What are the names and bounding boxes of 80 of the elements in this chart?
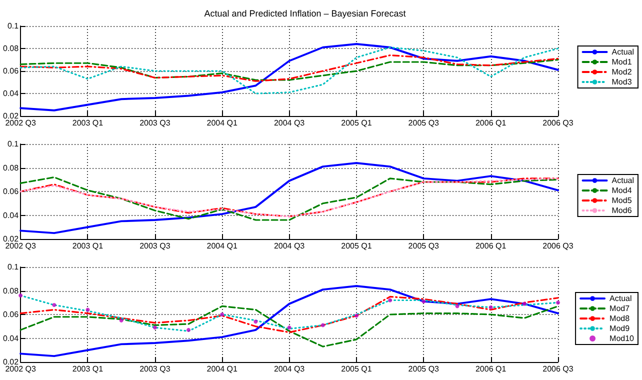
legend-label: Actual xyxy=(610,294,632,303)
line-series xyxy=(20,58,559,81)
point xyxy=(18,294,23,298)
x-tick-label: 2003 Q1 xyxy=(72,242,104,250)
y-tick-label: 0.08 xyxy=(2,44,20,53)
x-tick-label: 2004 Q1 xyxy=(206,242,238,250)
line-series xyxy=(20,54,559,82)
legend-label: Mod10 xyxy=(610,334,635,343)
chart-title: Actual and Predicted Inflation – Bayesian Forecast xyxy=(204,8,406,18)
y-tick-label: 0.04 xyxy=(2,210,20,220)
y-tick-label: 0.06 xyxy=(2,66,20,76)
x-tick-label: 2005 Q3 xyxy=(408,242,440,250)
y-tick-label: 0.08 xyxy=(2,163,20,172)
x-tick-label: 2005 Q3 xyxy=(408,364,440,374)
y-tick-label: 0.1 xyxy=(7,262,20,272)
x-tick-label: 2002 Q3 xyxy=(5,118,36,128)
y-tick-label: 0.04 xyxy=(2,89,20,98)
line-series xyxy=(20,305,559,348)
x-tick-label: 2006 Q3 xyxy=(542,364,574,374)
x-tick-label: 2006 Q1 xyxy=(475,242,507,250)
legend-label: Mod9 xyxy=(610,324,630,333)
x-tick-label: 2006 Q3 xyxy=(542,242,574,250)
point xyxy=(354,314,358,318)
point xyxy=(52,303,56,307)
point xyxy=(388,298,392,302)
y-tick-label: 0.02 xyxy=(2,112,20,120)
legend-label: Mod6 xyxy=(612,206,632,215)
x-tick-label: 2006 Q1 xyxy=(475,118,507,128)
point xyxy=(254,320,258,324)
point xyxy=(455,304,460,308)
x-tick-label: 2004 Q1 xyxy=(206,118,238,128)
y-tick-label: 0.06 xyxy=(2,310,20,319)
point xyxy=(287,326,292,330)
point xyxy=(119,318,124,322)
line-series xyxy=(20,285,559,358)
x-tick-label: 2003 Q3 xyxy=(140,118,171,128)
point xyxy=(220,312,224,316)
x-tick-label: 2003 Q1 xyxy=(72,118,104,128)
legend-label: Actual xyxy=(612,48,634,56)
legend-label: Mod8 xyxy=(610,314,630,323)
y-tick-label: 0.04 xyxy=(2,334,20,343)
legend-label: Mod7 xyxy=(610,304,630,313)
x-tick-label: 2006 Q1 xyxy=(475,364,507,374)
point xyxy=(320,323,325,328)
x-tick-label: 2003 Q3 xyxy=(140,242,171,250)
x-tick-label: 2002 Q3 xyxy=(5,364,36,374)
x-tick-label: 2003 Q1 xyxy=(72,364,104,374)
y-tick-label: 0.02 xyxy=(2,358,20,366)
y-tick-label: 0.1 xyxy=(7,22,20,30)
x-tick-label: 2004 Q3 xyxy=(274,364,306,374)
line-series xyxy=(20,46,559,94)
x-tick-label: 2004 Q1 xyxy=(206,364,238,374)
x-tick-label: 2004 Q3 xyxy=(274,118,306,128)
x-tick-label: 2006 Q3 xyxy=(542,118,574,128)
x-tick-label: 2005 Q1 xyxy=(341,118,372,128)
x-tick-label: 2005 Q1 xyxy=(341,242,372,250)
y-tick-label: 0.1 xyxy=(7,140,20,148)
y-tick-label: 0.08 xyxy=(2,286,20,296)
point xyxy=(86,308,90,312)
point xyxy=(522,302,526,306)
y-tick-label: 0.02 xyxy=(2,234,20,244)
x-tick-label: 2005 Q3 xyxy=(408,118,440,128)
point xyxy=(422,299,426,304)
legend-label: Mod2 xyxy=(612,68,632,76)
point xyxy=(152,326,157,330)
point xyxy=(488,305,493,310)
x-tick-label: 2005 Q1 xyxy=(341,364,372,374)
x-tick-label: 2004 Q3 xyxy=(274,242,306,250)
legend-label: Mod4 xyxy=(612,186,632,195)
line-series xyxy=(20,43,559,112)
line-series xyxy=(20,162,559,234)
x-tick-label: 2002 Q3 xyxy=(5,242,36,250)
legend-label: Mod3 xyxy=(612,78,632,86)
legend-label: Mod1 xyxy=(612,58,632,66)
y-tick-label: 0.06 xyxy=(2,187,20,196)
point xyxy=(186,328,191,332)
legend-label: Actual xyxy=(612,176,634,185)
x-tick-label: 2003 Q3 xyxy=(140,364,171,374)
point xyxy=(556,300,560,305)
legend-label: Mod5 xyxy=(612,196,632,205)
